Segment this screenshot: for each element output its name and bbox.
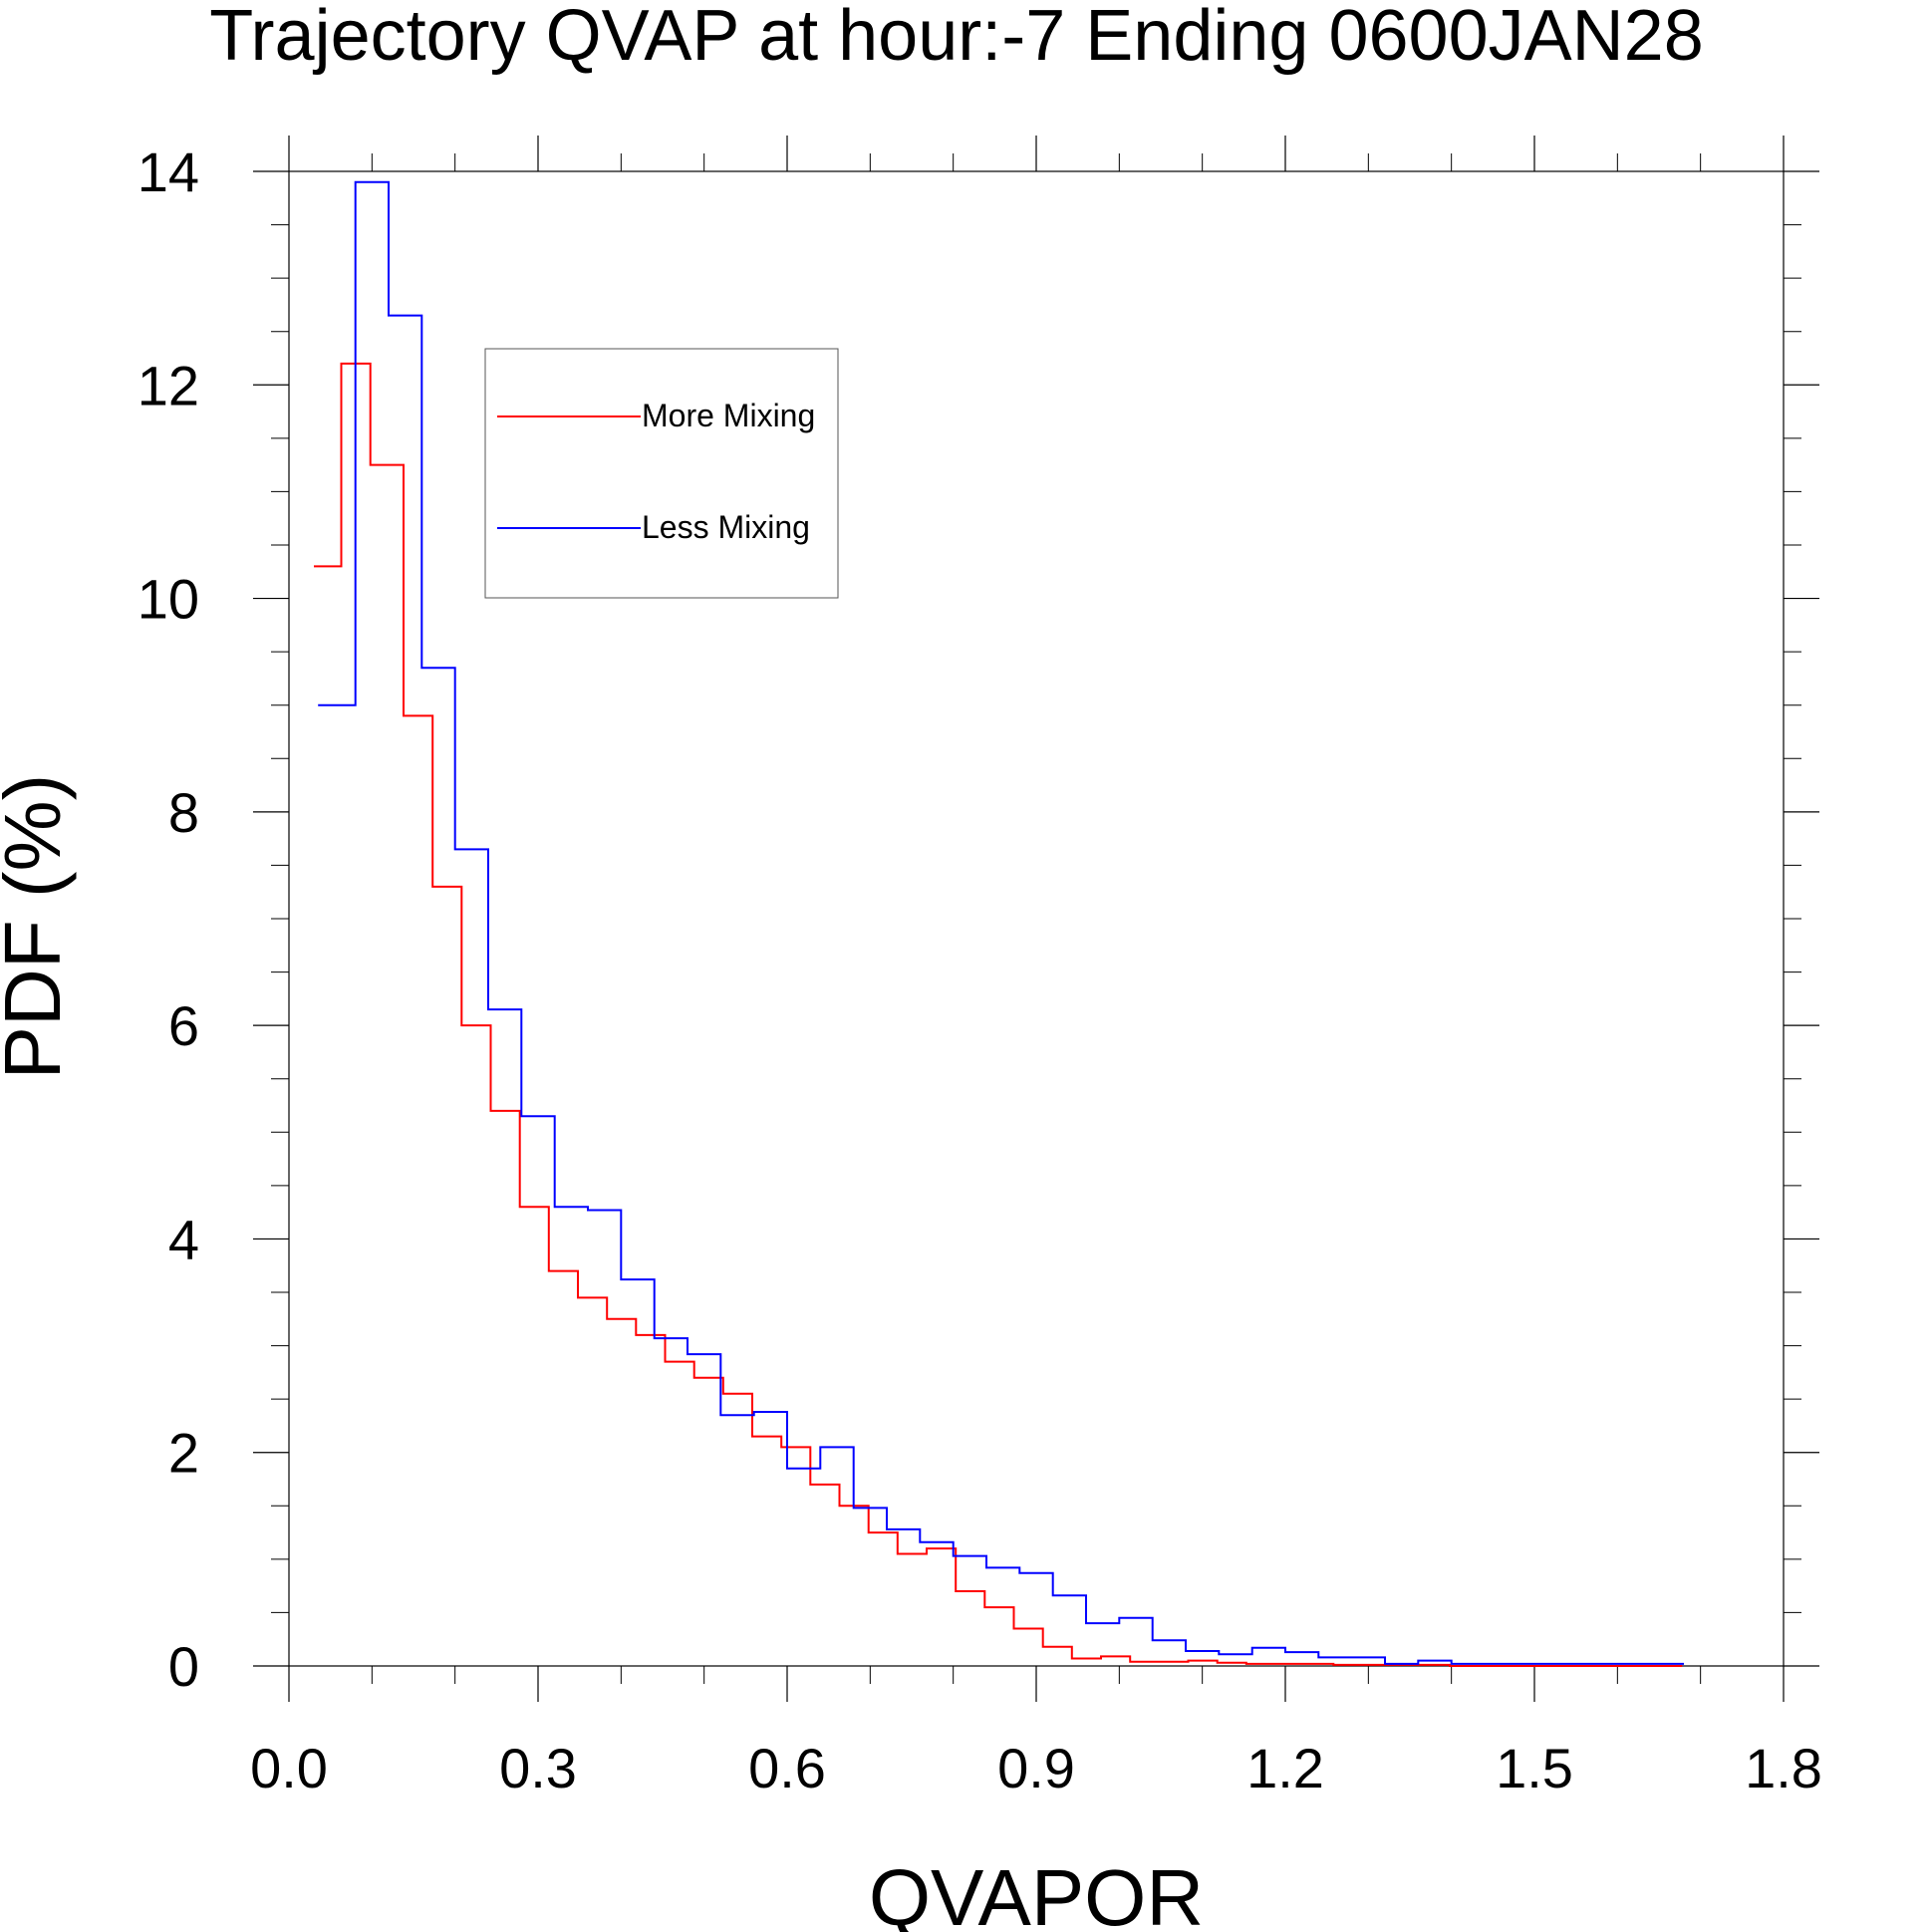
- y-tick-label: 2: [168, 1422, 199, 1485]
- legend-box: [484, 348, 839, 599]
- y-tick-label: 10: [138, 568, 199, 631]
- x-tick-label: 0.0: [250, 1737, 328, 1799]
- legend-label-more-mixing: More Mixing: [642, 398, 815, 433]
- y-tick-label: 6: [168, 994, 199, 1057]
- series-line-more-mixing: [314, 362, 1683, 1667]
- chart-title: Trajectory QVAP at hour:-7 Ending 0600JA…: [209, 0, 1703, 76]
- y-tick-label: 12: [138, 354, 199, 416]
- series-line-less-mixing: [318, 180, 1684, 1665]
- x-tick-label: 1.5: [1496, 1737, 1573, 1799]
- x-axis-label: QVAPOR: [869, 1853, 1204, 1932]
- x-tick-label: 1.2: [1246, 1737, 1324, 1799]
- x-tick-label: 1.8: [1745, 1737, 1822, 1799]
- legend: More Mixing Less Mixing: [484, 348, 839, 599]
- legend-label-less-mixing: Less Mixing: [642, 509, 810, 545]
- y-tick-label: 8: [168, 781, 199, 844]
- y-tick-label: 14: [138, 140, 199, 203]
- x-tick-label: 0.3: [499, 1737, 577, 1799]
- y-axis-label: PDF (%): [0, 774, 77, 1080]
- x-tick-label: 0.9: [997, 1737, 1075, 1799]
- x-tick-label: 0.6: [748, 1737, 826, 1799]
- y-tick-label: 4: [168, 1208, 199, 1270]
- series-layer: [314, 180, 1684, 1667]
- axis-ticks: 0.0 0.3 0.6 0.9 1.2 1.5 1.8 0 2 4 6 8 10 12 14: [138, 136, 1822, 1799]
- y-tick-label: 0: [168, 1635, 199, 1698]
